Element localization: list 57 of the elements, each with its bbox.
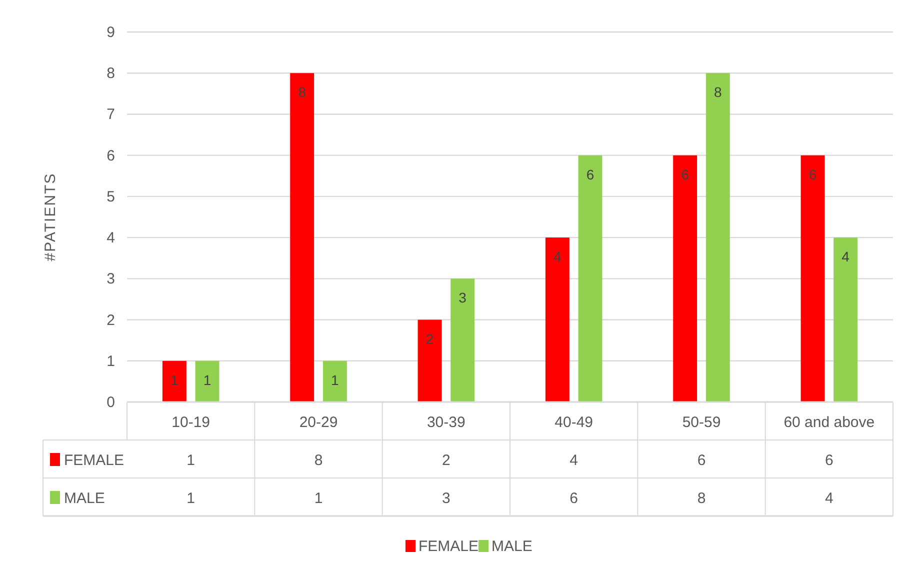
data-label: 4 <box>570 452 578 469</box>
bar <box>545 238 570 402</box>
y-tick-label: 1 <box>106 352 115 370</box>
x-tick-label: 50-59 <box>682 414 721 431</box>
annotation: 6 <box>681 166 690 182</box>
annotation: 8 <box>714 84 722 100</box>
annotation: 3 <box>458 290 467 306</box>
annotation: 1 <box>203 372 212 388</box>
bar <box>834 238 858 402</box>
data-label: 1 <box>186 490 196 507</box>
x-tick-label: 60 and above <box>784 414 875 431</box>
y-tick-label: 2 <box>106 312 115 329</box>
bar <box>706 73 730 402</box>
annotation: 8 <box>298 84 306 100</box>
bar <box>322 360 347 402</box>
y-tick-label: 8 <box>106 65 115 82</box>
data-label: 2 <box>442 452 450 469</box>
y-tick-label: 7 <box>106 106 115 124</box>
x-tick-label: 10-19 <box>172 414 210 431</box>
data-label: 8 <box>314 452 323 469</box>
bar <box>450 278 475 402</box>
data-label: 1 <box>314 490 323 507</box>
data-label: 1 <box>186 452 196 469</box>
y-tick-label: 0 <box>106 394 115 411</box>
data-label: 6 <box>697 452 706 469</box>
y-axis-title: #PATIENTS <box>42 172 59 262</box>
data-label: 4 <box>824 490 834 507</box>
data-label: 6 <box>570 490 578 507</box>
x-tick-label: 30-39 <box>426 414 466 431</box>
bar <box>290 73 314 402</box>
annotation: 1 <box>170 372 179 388</box>
y-tick-label: 6 <box>106 147 115 164</box>
bar <box>673 155 698 402</box>
y-tick-label: 4 <box>106 230 115 247</box>
data-label: 3 <box>442 490 450 507</box>
bar <box>195 360 220 402</box>
data-label: 6 <box>824 452 834 469</box>
bar <box>418 320 442 402</box>
annotation: 2 <box>426 330 434 347</box>
text: FEMALE <box>418 538 479 555</box>
y-tick-label: 9 <box>106 24 115 41</box>
bar <box>162 360 186 402</box>
y-tick-label: 3 <box>106 270 115 288</box>
y-tick-label: 5 <box>106 188 115 206</box>
text: MALE <box>492 538 532 555</box>
x-tick-label: 20-29 <box>299 414 338 431</box>
data-label: 8 <box>697 490 706 507</box>
legend-label: FEMALE <box>64 452 124 469</box>
annotation: 4 <box>554 248 562 265</box>
x-tick-label: 40-49 <box>554 414 594 431</box>
bar <box>800 155 825 402</box>
annotation: 6 <box>808 166 817 182</box>
bar <box>578 155 602 402</box>
annotation: 1 <box>331 372 340 388</box>
annotation: 4 <box>842 248 850 265</box>
annotation: 6 <box>586 166 594 182</box>
legend-label: MALE <box>64 490 105 507</box>
